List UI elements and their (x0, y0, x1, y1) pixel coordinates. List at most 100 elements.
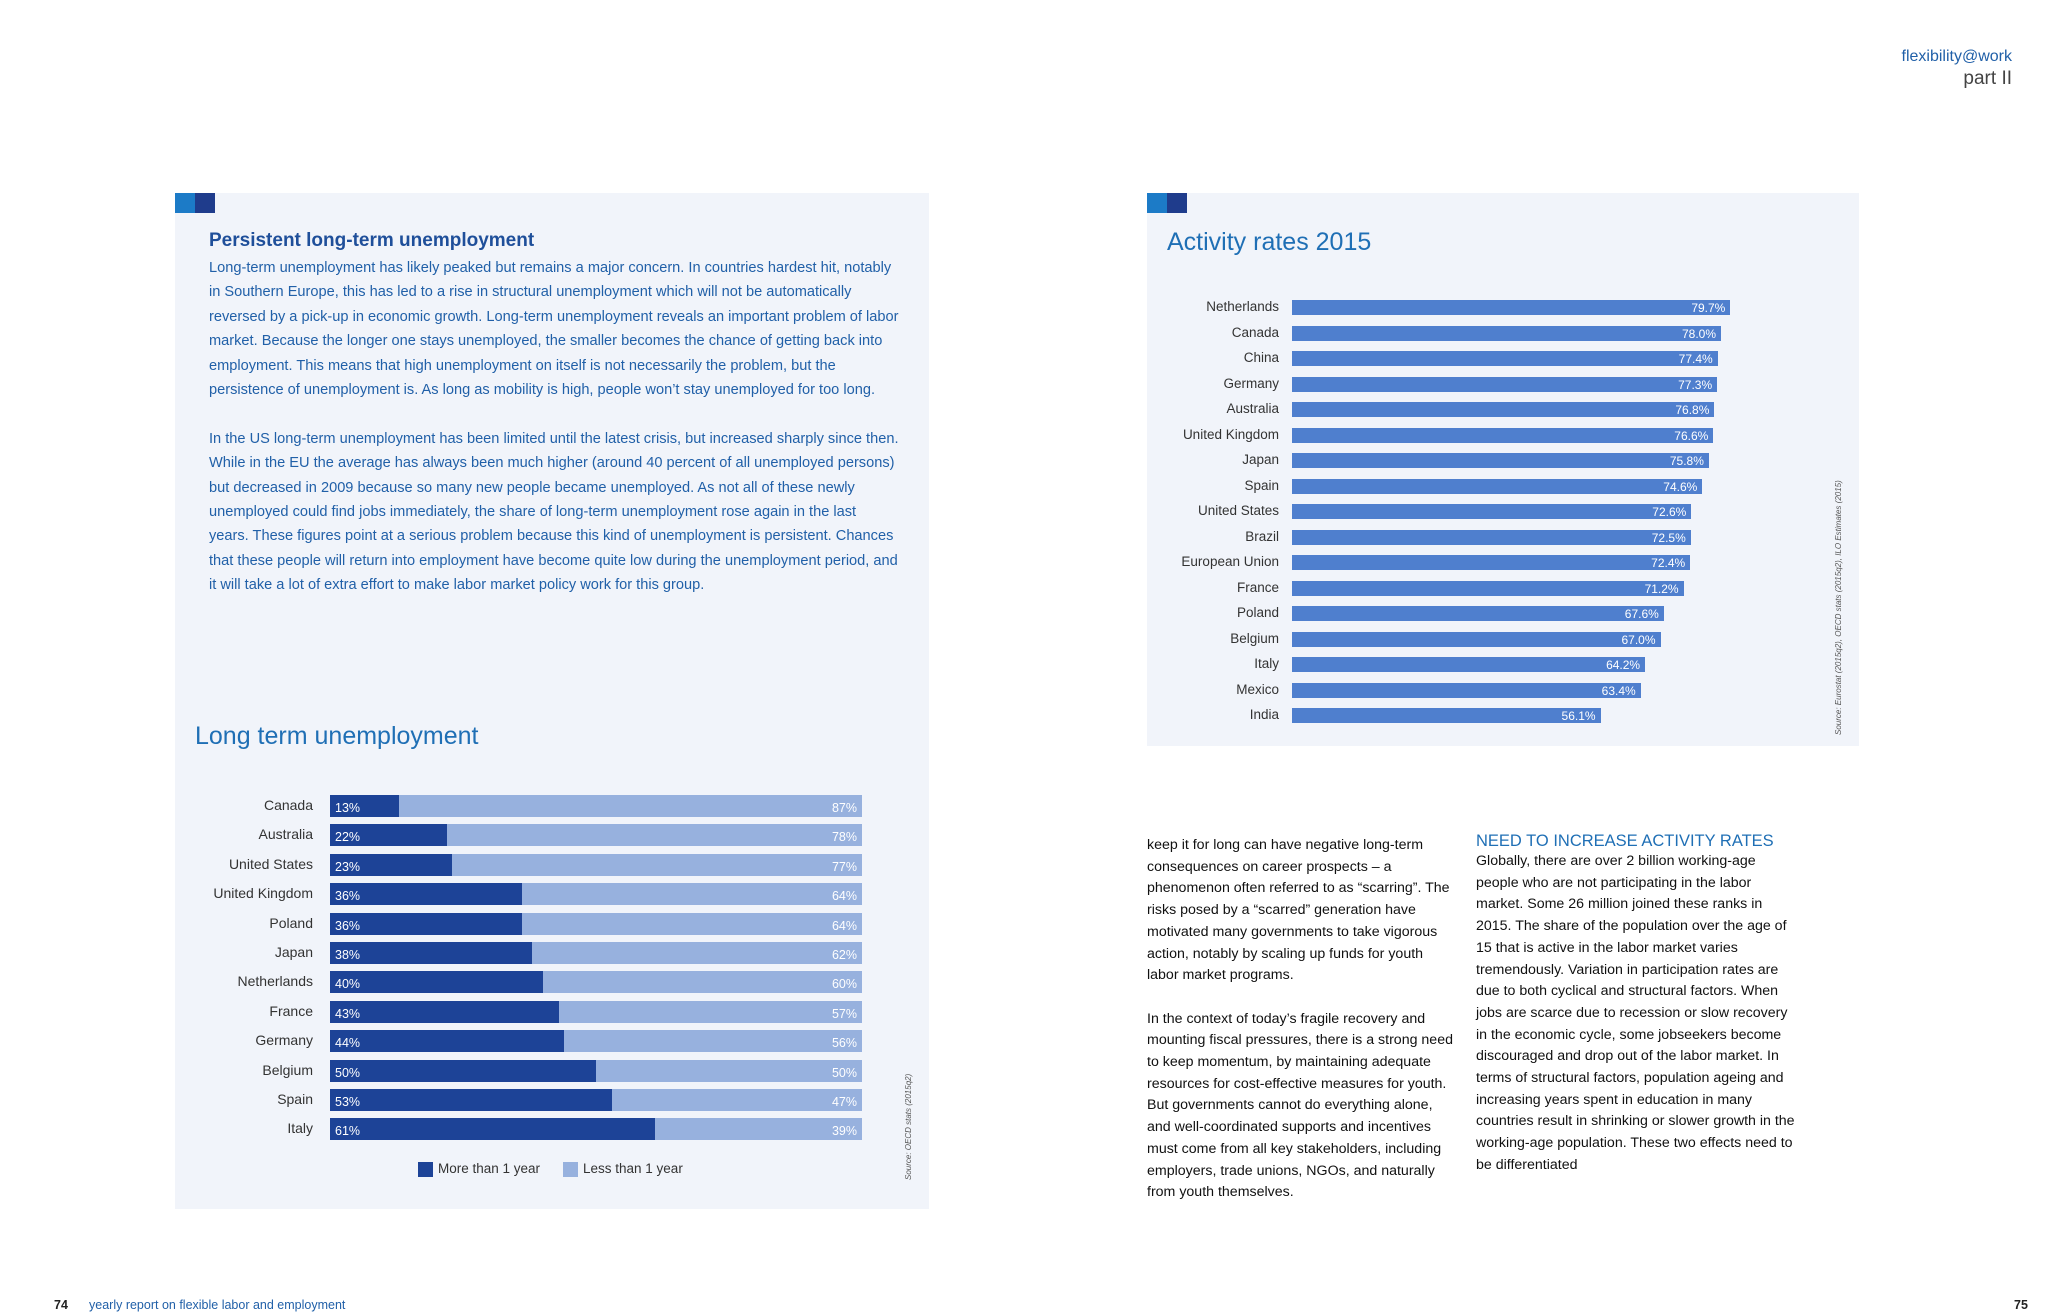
value-label-activity-rate: 76.8% (1675, 403, 1710, 417)
bar-activity-rate-european-union (1292, 555, 1691, 570)
bar-less-than-1-year-canada (399, 795, 862, 817)
footer-report-title: yearly report on flexible labor and empl… (89, 1298, 346, 1312)
bar-less-than-1-year-poland (521, 912, 862, 935)
category-label-germany: Germany (1223, 375, 1279, 391)
category-label-australia: Australia (1226, 401, 1279, 416)
bar-more-than-1-year-italy (330, 1118, 655, 1141)
value-label-more-than-1-year: 36% (335, 889, 361, 904)
value-label-activity-rate: 77.3% (1678, 377, 1713, 392)
bar-activity-rate-japan (1292, 453, 1709, 468)
panel-marker (175, 193, 195, 213)
value-label-more-than-1-year: 13% (335, 801, 361, 815)
value-label-more-than-1-year: 22% (335, 830, 361, 845)
category-label-belgium: Belgium (1230, 630, 1279, 646)
category-label-united-kingdom: United Kingdom (213, 885, 313, 902)
bar-activity-rate-australia (1292, 402, 1715, 417)
value-label-more-than-1-year: 50% (335, 1065, 361, 1080)
column-paragraph: In the context of today’s fragile recove… (1147, 1010, 1453, 1201)
text-column-1: keep it for long can have negative long-… (1147, 835, 1457, 1226)
category-label-united-states: United States (228, 855, 313, 872)
bar-less-than-1-year-japan (532, 942, 862, 964)
bar-less-than-1-year-italy (654, 1118, 862, 1141)
bar-more-than-1-year-japan (330, 942, 533, 964)
bar-activity-rate-italy (1292, 657, 1646, 672)
value-label-more-than-1-year: 40% (335, 977, 361, 992)
value-label-less-than-1-year: 39% (831, 1124, 857, 1139)
bar-less-than-1-year-france (558, 1000, 862, 1023)
legend-swatch-more-than-1-year (418, 1162, 433, 1177)
bar-activity-rate-belgium (1292, 631, 1661, 647)
category-label-india: India (1249, 707, 1279, 722)
category-label-spain: Spain (1244, 477, 1279, 493)
value-label-less-than-1-year: 56% (831, 1036, 857, 1051)
value-label-activity-rate: 71.2% (1644, 581, 1679, 596)
value-label-activity-rate: 56.1% (1561, 709, 1596, 723)
header-series-title: flexibility@work (1901, 48, 2012, 65)
bar-less-than-1-year-spain (611, 1089, 862, 1111)
bar-activity-rate-germany (1292, 376, 1718, 392)
bar-activity-rate-netherlands (1292, 300, 1731, 315)
category-label-japan: Japan (274, 944, 313, 960)
bar-activity-rate-spain (1292, 478, 1703, 494)
category-label-united-kingdom: United Kingdom (1182, 426, 1279, 442)
bar-less-than-1-year-belgium (596, 1059, 862, 1082)
bar-activity-rate-mexico (1292, 682, 1641, 698)
value-label-activity-rate: 78.0% (1681, 326, 1716, 341)
bar-less-than-1-year-united-kingdom (521, 883, 862, 906)
bar-more-than-1-year-australia (330, 824, 448, 847)
value-label-less-than-1-year: 62% (831, 948, 857, 962)
bar-more-than-1-year-poland (330, 912, 522, 935)
value-label-less-than-1-year: 47% (831, 1095, 857, 1109)
box-heading: Persistent long-term unemployment (209, 230, 535, 251)
legend-swatch-less-than-1-year (563, 1162, 578, 1177)
page-number-left: 74 (54, 1298, 68, 1312)
bar-activity-rate-united-kingdom (1292, 427, 1714, 443)
box-paragraph: In the US long-term unemployment has bee… (209, 430, 899, 594)
category-label-australia: Australia (258, 826, 313, 843)
category-label-european-union: European Union (1181, 554, 1279, 569)
activity-rates-source: Source: Eurostat (2015q2), OECD stats (2… (1834, 480, 1843, 735)
page-number-right: 75 (2014, 1298, 2028, 1312)
bar-activity-rate-china (1292, 351, 1718, 366)
value-label-more-than-1-year: 44% (335, 1036, 361, 1051)
chart-title-long-term-unemployment: Long term unemployment (195, 722, 479, 750)
value-label-less-than-1-year: 64% (831, 889, 857, 904)
long-term-chart-legend: More than 1 year Less than 1 year (418, 1160, 738, 1180)
category-label-canada: Canada (263, 797, 313, 813)
value-label-activity-rate: 63.4% (1601, 683, 1636, 698)
value-label-activity-rate: 76.6% (1674, 428, 1709, 443)
panel-marker (1167, 193, 1187, 213)
category-label-netherlands: Netherlands (237, 973, 314, 990)
column-heading: NEED TO INCREASE ACTIVITY RATES (1476, 832, 1774, 850)
category-label-poland: Poland (269, 914, 313, 931)
column-paragraph: keep it for long can have negative long-… (1147, 837, 1450, 984)
value-label-less-than-1-year: 50% (831, 1065, 857, 1080)
value-label-activity-rate: 74.6% (1663, 479, 1698, 494)
box-body: Long-term unemployment has likely peaked… (209, 256, 899, 622)
bar-more-than-1-year-belgium (330, 1059, 596, 1082)
value-label-more-than-1-year: 38% (335, 948, 361, 962)
bar-activity-rate-france (1292, 580, 1684, 596)
bar-less-than-1-year-australia (447, 824, 862, 847)
value-label-activity-rate: 64.2% (1606, 658, 1641, 672)
category-label-france: France (269, 1002, 313, 1019)
value-label-more-than-1-year: 36% (335, 918, 361, 933)
value-label-activity-rate: 67.0% (1621, 632, 1656, 647)
bar-more-than-1-year-netherlands (330, 971, 543, 994)
value-label-more-than-1-year: 61% (335, 1124, 361, 1139)
category-label-netherlands: Netherlands (1206, 299, 1279, 314)
category-label-italy: Italy (1254, 656, 1279, 671)
bar-activity-rate-india (1292, 708, 1601, 723)
value-label-activity-rate: 77.4% (1678, 352, 1713, 366)
panel-marker (1147, 193, 1167, 213)
bar-activity-rate-canada (1292, 325, 1721, 341)
panel-marker (195, 193, 215, 213)
category-label-france: France (1236, 579, 1279, 595)
bar-activity-rate-poland (1292, 606, 1664, 621)
value-label-activity-rate: 72.6% (1652, 505, 1687, 519)
category-label-brazil: Brazil (1245, 528, 1279, 544)
bar-more-than-1-year-germany (330, 1030, 565, 1053)
value-label-less-than-1-year: 77% (831, 859, 857, 874)
value-label-less-than-1-year: 87% (831, 801, 857, 815)
bar-more-than-1-year-united-kingdom (330, 883, 522, 906)
